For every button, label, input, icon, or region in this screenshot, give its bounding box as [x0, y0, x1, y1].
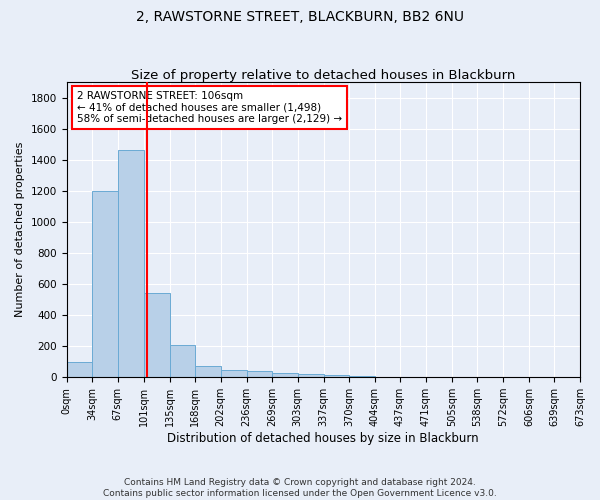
Bar: [143, 294, 170, 377]
Bar: [323, 375, 349, 377]
Title: Size of property relative to detached houses in Blackburn: Size of property relative to detached ho…: [131, 69, 515, 82]
Bar: [349, 376, 375, 377]
X-axis label: Distribution of detached houses by size in Blackburn: Distribution of detached houses by size …: [167, 432, 479, 445]
Bar: [298, 374, 323, 377]
Text: 2, RAWSTORNE STREET, BLACKBURN, BB2 6NU: 2, RAWSTORNE STREET, BLACKBURN, BB2 6NU: [136, 10, 464, 24]
Text: 2 RAWSTORNE STREET: 106sqm
← 41% of detached houses are smaller (1,498)
58% of s: 2 RAWSTORNE STREET: 106sqm ← 41% of deta…: [77, 91, 342, 124]
Bar: [247, 372, 272, 377]
Bar: [118, 150, 143, 377]
Bar: [92, 191, 118, 377]
Bar: [221, 370, 247, 377]
Text: Contains HM Land Registry data © Crown copyright and database right 2024.
Contai: Contains HM Land Registry data © Crown c…: [103, 478, 497, 498]
Y-axis label: Number of detached properties: Number of detached properties: [15, 142, 25, 318]
Bar: [272, 372, 298, 377]
Bar: [67, 362, 92, 377]
Bar: [170, 346, 195, 377]
Bar: [195, 366, 221, 377]
